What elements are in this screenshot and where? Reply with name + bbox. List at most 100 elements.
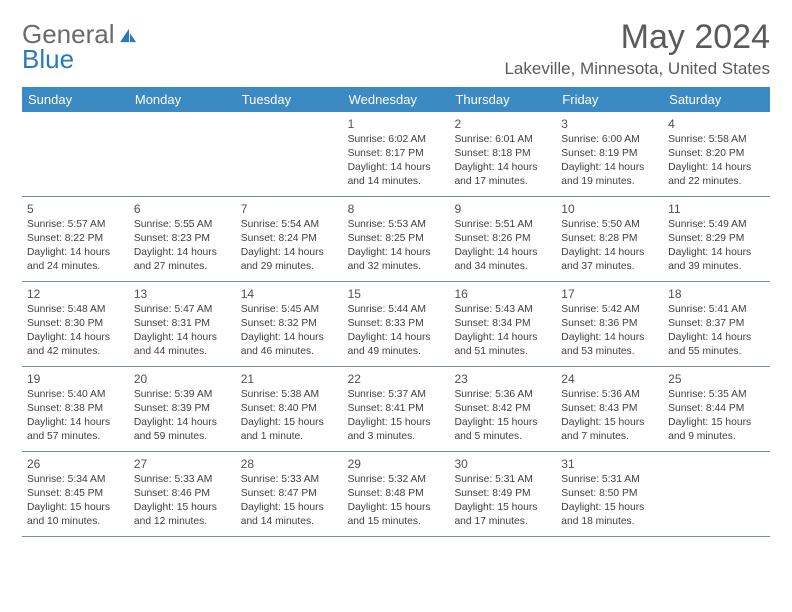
day-number: 8 (348, 201, 445, 217)
dow-tuesday: Tuesday (236, 87, 343, 112)
day-number: 27 (134, 456, 231, 472)
sunset-text: Sunset: 8:49 PM (454, 487, 551, 501)
daylight-text: Daylight: 15 hours and 14 minutes. (241, 501, 338, 529)
day-cell-30: 30Sunrise: 5:31 AMSunset: 8:49 PMDayligh… (449, 452, 556, 536)
sunset-text: Sunset: 8:28 PM (561, 232, 658, 246)
day-number: 24 (561, 371, 658, 387)
sunrise-text: Sunrise: 5:33 AM (241, 473, 338, 487)
sunrise-text: Sunrise: 5:53 AM (348, 218, 445, 232)
month-title: May 2024 (504, 18, 770, 57)
logo-text-b: Blue (22, 44, 74, 74)
location: Lakeville, Minnesota, United States (504, 59, 770, 79)
day-cell-21: 21Sunrise: 5:38 AMSunset: 8:40 PMDayligh… (236, 367, 343, 451)
day-number: 3 (561, 116, 658, 132)
dow-monday: Monday (129, 87, 236, 112)
day-number: 31 (561, 456, 658, 472)
sunset-text: Sunset: 8:22 PM (27, 232, 124, 246)
sunrise-text: Sunrise: 5:35 AM (668, 388, 765, 402)
day-cell-4: 4Sunrise: 5:58 AMSunset: 8:20 PMDaylight… (663, 112, 770, 196)
day-cell-23: 23Sunrise: 5:36 AMSunset: 8:42 PMDayligh… (449, 367, 556, 451)
dow-thursday: Thursday (449, 87, 556, 112)
day-number: 30 (454, 456, 551, 472)
sunrise-text: Sunrise: 5:39 AM (134, 388, 231, 402)
sunset-text: Sunset: 8:36 PM (561, 317, 658, 331)
sunrise-text: Sunrise: 5:43 AM (454, 303, 551, 317)
sunset-text: Sunset: 8:24 PM (241, 232, 338, 246)
sunset-text: Sunset: 8:18 PM (454, 147, 551, 161)
day-number: 10 (561, 201, 658, 217)
day-cell-5: 5Sunrise: 5:57 AMSunset: 8:22 PMDaylight… (22, 197, 129, 281)
sunset-text: Sunset: 8:50 PM (561, 487, 658, 501)
day-number: 13 (134, 286, 231, 302)
sunset-text: Sunset: 8:38 PM (27, 402, 124, 416)
sunrise-text: Sunrise: 5:38 AM (241, 388, 338, 402)
day-number: 1 (348, 116, 445, 132)
sunset-text: Sunset: 8:31 PM (134, 317, 231, 331)
day-number: 20 (134, 371, 231, 387)
day-cell-24: 24Sunrise: 5:36 AMSunset: 8:43 PMDayligh… (556, 367, 663, 451)
sunset-text: Sunset: 8:46 PM (134, 487, 231, 501)
daylight-text: Daylight: 14 hours and 29 minutes. (241, 246, 338, 274)
daylight-text: Daylight: 14 hours and 14 minutes. (348, 161, 445, 189)
sunset-text: Sunset: 8:26 PM (454, 232, 551, 246)
day-cell-27: 27Sunrise: 5:33 AMSunset: 8:46 PMDayligh… (129, 452, 236, 536)
daylight-text: Daylight: 14 hours and 49 minutes. (348, 331, 445, 359)
daylight-text: Daylight: 14 hours and 27 minutes. (134, 246, 231, 274)
daylight-text: Daylight: 14 hours and 59 minutes. (134, 416, 231, 444)
daylight-text: Daylight: 15 hours and 3 minutes. (348, 416, 445, 444)
day-cell-25: 25Sunrise: 5:35 AMSunset: 8:44 PMDayligh… (663, 367, 770, 451)
day-number: 9 (454, 201, 551, 217)
sunset-text: Sunset: 8:25 PM (348, 232, 445, 246)
sunrise-text: Sunrise: 6:00 AM (561, 133, 658, 147)
day-cell-7: 7Sunrise: 5:54 AMSunset: 8:24 PMDaylight… (236, 197, 343, 281)
sunrise-text: Sunrise: 5:49 AM (668, 218, 765, 232)
day-cell-13: 13Sunrise: 5:47 AMSunset: 8:31 PMDayligh… (129, 282, 236, 366)
week-row: 5Sunrise: 5:57 AMSunset: 8:22 PMDaylight… (22, 197, 770, 282)
sunset-text: Sunset: 8:39 PM (134, 402, 231, 416)
day-cell-2: 2Sunrise: 6:01 AMSunset: 8:18 PMDaylight… (449, 112, 556, 196)
daylight-text: Daylight: 15 hours and 5 minutes. (454, 416, 551, 444)
day-cell-29: 29Sunrise: 5:32 AMSunset: 8:48 PMDayligh… (343, 452, 450, 536)
day-number: 18 (668, 286, 765, 302)
sunrise-text: Sunrise: 5:37 AM (348, 388, 445, 402)
daylight-text: Daylight: 14 hours and 19 minutes. (561, 161, 658, 189)
sunset-text: Sunset: 8:30 PM (27, 317, 124, 331)
sunrise-text: Sunrise: 5:55 AM (134, 218, 231, 232)
sunset-text: Sunset: 8:45 PM (27, 487, 124, 501)
daylight-text: Daylight: 15 hours and 12 minutes. (134, 501, 231, 529)
sunrise-text: Sunrise: 5:58 AM (668, 133, 765, 147)
day-cell-20: 20Sunrise: 5:39 AMSunset: 8:39 PMDayligh… (129, 367, 236, 451)
day-number: 19 (27, 371, 124, 387)
day-number: 2 (454, 116, 551, 132)
daylight-text: Daylight: 15 hours and 9 minutes. (668, 416, 765, 444)
day-cell-19: 19Sunrise: 5:40 AMSunset: 8:38 PMDayligh… (22, 367, 129, 451)
title-block: May 2024 Lakeville, Minnesota, United St… (504, 18, 770, 79)
day-cell-26: 26Sunrise: 5:34 AMSunset: 8:45 PMDayligh… (22, 452, 129, 536)
day-number: 21 (241, 371, 338, 387)
daylight-text: Daylight: 14 hours and 53 minutes. (561, 331, 658, 359)
daylight-text: Daylight: 14 hours and 39 minutes. (668, 246, 765, 274)
daylight-text: Daylight: 14 hours and 57 minutes. (27, 416, 124, 444)
day-cell-15: 15Sunrise: 5:44 AMSunset: 8:33 PMDayligh… (343, 282, 450, 366)
daylight-text: Daylight: 14 hours and 46 minutes. (241, 331, 338, 359)
sunset-text: Sunset: 8:19 PM (561, 147, 658, 161)
week-row: 19Sunrise: 5:40 AMSunset: 8:38 PMDayligh… (22, 367, 770, 452)
day-number: 12 (27, 286, 124, 302)
sunset-text: Sunset: 8:17 PM (348, 147, 445, 161)
daylight-text: Daylight: 14 hours and 44 minutes. (134, 331, 231, 359)
day-number: 26 (27, 456, 124, 472)
daylight-text: Daylight: 15 hours and 1 minute. (241, 416, 338, 444)
daylight-text: Daylight: 15 hours and 18 minutes. (561, 501, 658, 529)
daylight-text: Daylight: 14 hours and 34 minutes. (454, 246, 551, 274)
sunrise-text: Sunrise: 5:42 AM (561, 303, 658, 317)
sunrise-text: Sunrise: 5:44 AM (348, 303, 445, 317)
sunset-text: Sunset: 8:43 PM (561, 402, 658, 416)
sunrise-text: Sunrise: 5:50 AM (561, 218, 658, 232)
sunrise-text: Sunrise: 5:36 AM (454, 388, 551, 402)
day-cell-11: 11Sunrise: 5:49 AMSunset: 8:29 PMDayligh… (663, 197, 770, 281)
sunrise-text: Sunrise: 5:57 AM (27, 218, 124, 232)
sunrise-text: Sunrise: 6:02 AM (348, 133, 445, 147)
day-number: 23 (454, 371, 551, 387)
calendar: SundayMondayTuesdayWednesdayThursdayFrid… (22, 87, 770, 537)
sunset-text: Sunset: 8:34 PM (454, 317, 551, 331)
